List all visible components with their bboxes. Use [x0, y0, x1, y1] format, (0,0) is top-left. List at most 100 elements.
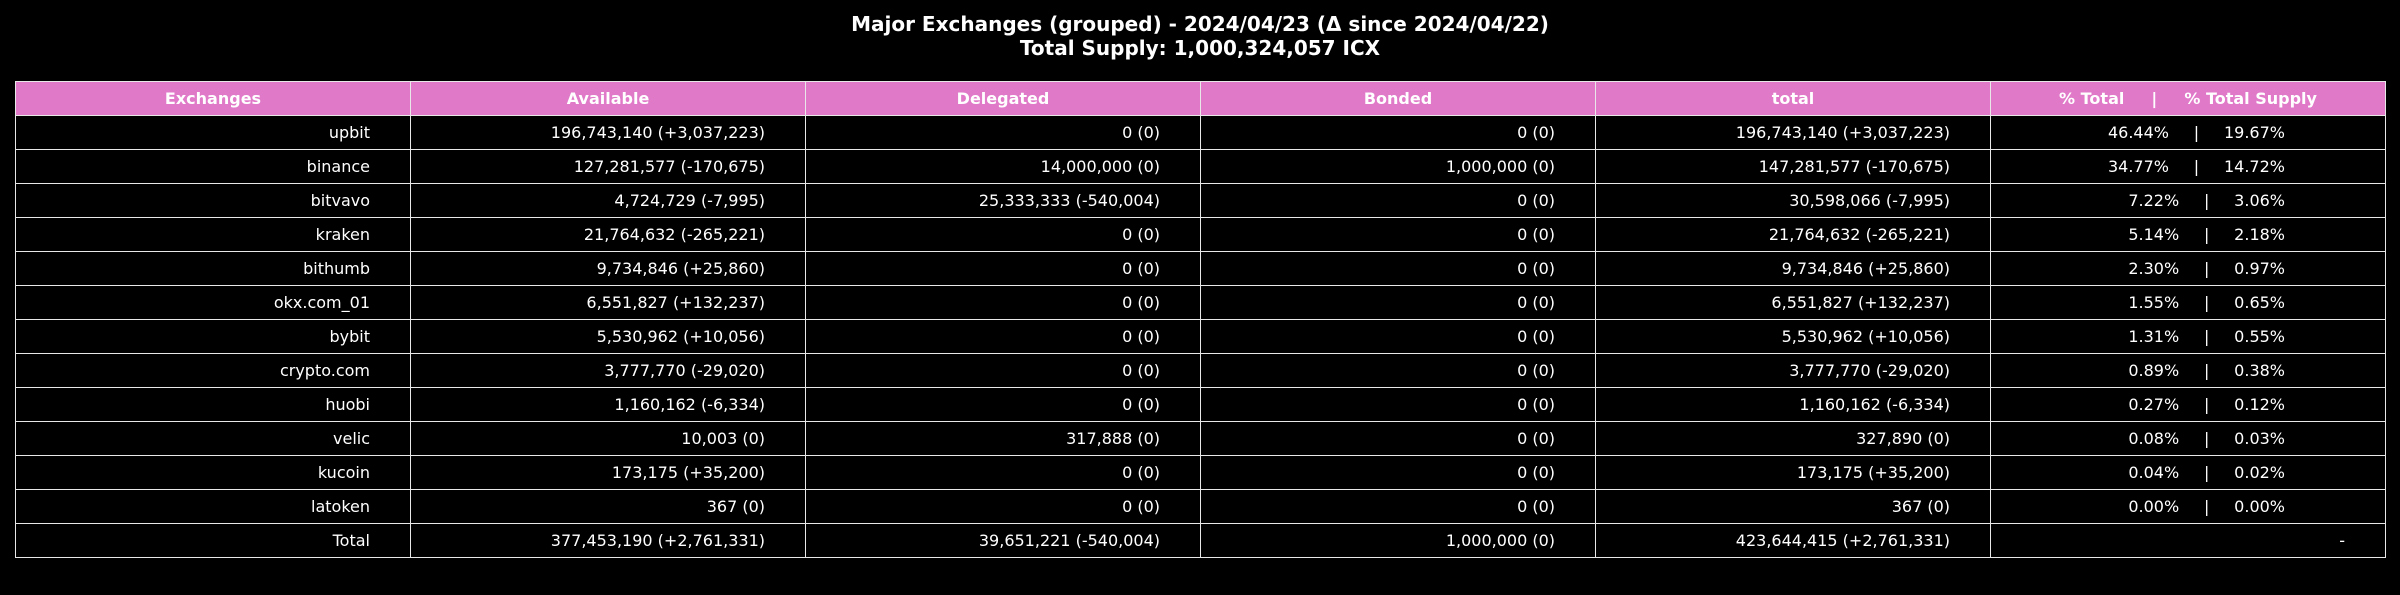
cell-percent: 1.31% | 0.55%	[1990, 319, 2386, 354]
cell-percent: 0.08% | 0.03%	[1990, 421, 2386, 456]
cell-exchange: bitvavo	[15, 183, 411, 218]
cell-pct-total: 0.27%	[2128, 395, 2180, 414]
header-pct-total: % Total	[2059, 89, 2125, 108]
cell-total: 6,551,827 (+132,237)	[1595, 285, 1991, 320]
cell-exchange: kraken	[15, 217, 411, 252]
cell-total: 327,890 (0)	[1595, 421, 1991, 456]
cell-exchange: latoken	[15, 489, 411, 524]
header-pct-separator: |	[2151, 89, 2158, 108]
table-row: okx.com_01 6,551,827 (+132,237) 0 (0) 0 (0)…	[15, 285, 2386, 320]
cell-bonded: 0 (0)	[1200, 319, 1596, 354]
cell-pct-supply: 0.12%	[2234, 395, 2285, 414]
table-row: latoken 367 (0) 0 (0) 0 (0) 367 (0) 0.00% | 0.0…	[15, 489, 2386, 524]
cell-available: 196,743,140 (+3,037,223)	[410, 115, 806, 150]
cell-pct-separator: |	[2203, 497, 2210, 516]
cell-pct-separator: |	[2203, 191, 2210, 210]
cell-available: 10,003 (0)	[410, 421, 806, 456]
cell-percent: 46.44% | 19.67%	[1990, 115, 2386, 150]
header-pct-supply: % Total Supply	[2184, 89, 2317, 108]
cell-pct-separator: |	[2203, 293, 2210, 312]
cell-total: 5,530,962 (+10,056)	[1595, 319, 1991, 354]
table-total-row: Total 377,453,190 (+2,761,331) 39,651,221 …	[15, 523, 2386, 558]
cell-available: 1,160,162 (-6,334)	[410, 387, 806, 422]
cell-available: 127,281,577 (-170,675)	[410, 149, 806, 184]
cell-pct-supply: 0.00%	[2234, 497, 2285, 516]
table-row: velic 10,003 (0) 317,888 (0) 0 (0) 327,890 (…	[15, 421, 2386, 456]
table-row: upbit 196,743,140 (+3,037,223) 0 (0) 0 (0) 1…	[15, 115, 2386, 150]
cell-pct-total: 5.14%	[2128, 225, 2180, 244]
cell-pct-total: 1.55%	[2128, 293, 2180, 312]
cell-percent: 0.89% | 0.38%	[1990, 353, 2386, 388]
header-available: Available	[410, 81, 806, 116]
table-body: upbit 196,743,140 (+3,037,223) 0 (0) 0 (0) 1…	[15, 115, 2386, 558]
total-cell-total: 423,644,415 (+2,761,331)	[1595, 523, 1991, 558]
cell-total: 30,598,066 (-7,995)	[1595, 183, 1991, 218]
chart-title-line-1: Major Exchanges (grouped) - 2024/04/23 (…	[851, 12, 1549, 36]
cell-available: 6,551,827 (+132,237)	[410, 285, 806, 320]
cell-pct-total: 0.00%	[2128, 497, 2180, 516]
cell-delegated: 25,333,333 (-540,004)	[805, 183, 1201, 218]
cell-pct-supply: 0.65%	[2234, 293, 2285, 312]
cell-delegated: 0 (0)	[805, 387, 1201, 422]
cell-percent: 0.04% | 0.02%	[1990, 455, 2386, 490]
table-row: binance 127,281,577 (-170,675) 14,000,000 …	[15, 149, 2386, 184]
cell-total: 367 (0)	[1595, 489, 1991, 524]
cell-total: 147,281,577 (-170,675)	[1595, 149, 1991, 184]
cell-pct-total: 0.04%	[2128, 463, 2180, 482]
cell-percent: 0.27% | 0.12%	[1990, 387, 2386, 422]
cell-pct-supply: 14.72%	[2223, 157, 2285, 176]
cell-total: 173,175 (+35,200)	[1595, 455, 1991, 490]
cell-available: 4,724,729 (-7,995)	[410, 183, 806, 218]
cell-pct-total: 34.77%	[2107, 157, 2169, 176]
cell-delegated: 0 (0)	[805, 319, 1201, 354]
cell-pct-total: 7.22%	[2128, 191, 2180, 210]
cell-bonded: 0 (0)	[1200, 353, 1596, 388]
cell-delegated: 0 (0)	[805, 353, 1201, 388]
cell-percent: 0.00% | 0.00%	[1990, 489, 2386, 524]
cell-total: 1,160,162 (-6,334)	[1595, 387, 1991, 422]
cell-delegated: 0 (0)	[805, 115, 1201, 150]
cell-pct-supply: 0.38%	[2234, 361, 2285, 380]
table-row: kraken 21,764,632 (-265,221) 0 (0) 0 (0) 21,…	[15, 217, 2386, 252]
cell-delegated: 317,888 (0)	[805, 421, 1201, 456]
cell-bonded: 0 (0)	[1200, 387, 1596, 422]
table-row: bitvavo 4,724,729 (-7,995) 25,333,333 (-54…	[15, 183, 2386, 218]
cell-pct-supply: 2.18%	[2234, 225, 2285, 244]
chart-title-line-2: Total Supply: 1,000,324,057 ICX	[1019, 36, 1381, 60]
cell-bonded: 0 (0)	[1200, 455, 1596, 490]
cell-bonded: 0 (0)	[1200, 285, 1596, 320]
cell-pct-separator: |	[2193, 157, 2200, 176]
cell-delegated: 0 (0)	[805, 455, 1201, 490]
total-cell-delegated: 39,651,221 (-540,004)	[805, 523, 1201, 558]
cell-pct-supply: 19.67%	[2223, 123, 2285, 142]
cell-exchange: kucoin	[15, 455, 411, 490]
cell-pct-total: 0.08%	[2128, 429, 2180, 448]
cell-percent: 2.30% | 0.97%	[1990, 251, 2386, 286]
table-row: bithumb 9,734,846 (+25,860) 0 (0) 0 (0) 9,73…	[15, 251, 2386, 286]
total-cell-bonded: 1,000,000 (0)	[1200, 523, 1596, 558]
cell-total: 3,777,770 (-29,020)	[1595, 353, 1991, 388]
header-delegated: Delegated	[805, 81, 1201, 116]
cell-pct-supply: 0.03%	[2234, 429, 2285, 448]
cell-total: 9,734,846 (+25,860)	[1595, 251, 1991, 286]
table-row: bybit 5,530,962 (+10,056) 0 (0) 0 (0) 5,530,…	[15, 319, 2386, 354]
exchanges-table: Exchanges Available Delegated Bonded tot…	[15, 81, 2386, 558]
cell-pct-supply: 0.02%	[2234, 463, 2285, 482]
cell-pct-supply: 0.97%	[2234, 259, 2285, 278]
cell-pct-total: 0.89%	[2128, 361, 2180, 380]
cell-bonded: 0 (0)	[1200, 251, 1596, 286]
cell-exchange: okx.com_01	[15, 285, 411, 320]
header-bonded: Bonded	[1200, 81, 1596, 116]
cell-bonded: 0 (0)	[1200, 217, 1596, 252]
header-exchanges: Exchanges	[15, 81, 411, 116]
cell-total: 196,743,140 (+3,037,223)	[1595, 115, 1991, 150]
cell-pct-separator: |	[2203, 463, 2210, 482]
cell-delegated: 0 (0)	[805, 251, 1201, 286]
cell-available: 9,734,846 (+25,860)	[410, 251, 806, 286]
cell-pct-separator: |	[2203, 327, 2210, 346]
cell-percent: 5.14% | 2.18%	[1990, 217, 2386, 252]
chart-title: Major Exchanges (grouped) - 2024/04/23 (…	[0, 12, 2400, 60]
cell-percent: 7.22% | 3.06%	[1990, 183, 2386, 218]
cell-exchange: crypto.com	[15, 353, 411, 388]
cell-total: 21,764,632 (-265,221)	[1595, 217, 1991, 252]
